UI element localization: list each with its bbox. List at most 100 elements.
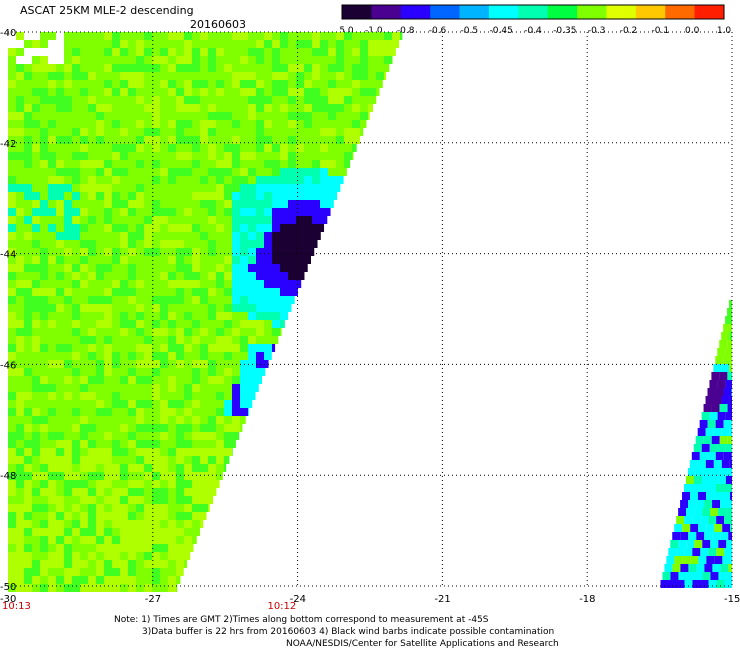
wind-cell bbox=[32, 40, 40, 48]
wind-cell bbox=[24, 312, 32, 320]
wind-cell bbox=[280, 144, 288, 152]
wind-cell bbox=[80, 208, 88, 216]
wind-cell bbox=[88, 576, 96, 584]
wind-cell bbox=[48, 112, 56, 120]
wind-cell bbox=[280, 200, 288, 208]
wind-cell bbox=[120, 552, 128, 560]
wind-cell bbox=[248, 200, 256, 208]
wind-cell bbox=[64, 320, 72, 328]
wind-cell bbox=[344, 136, 352, 144]
wind-cell bbox=[72, 104, 80, 112]
wind-cell bbox=[128, 192, 136, 200]
wind-cell bbox=[16, 368, 24, 376]
wind-cell bbox=[88, 240, 96, 248]
wind-cell bbox=[713, 396, 722, 404]
wind-cell bbox=[272, 88, 280, 96]
wind-cell bbox=[56, 568, 64, 576]
wind-cell bbox=[144, 536, 152, 544]
wind-cell bbox=[232, 136, 240, 144]
wind-cell bbox=[72, 120, 80, 128]
wind-cell bbox=[168, 96, 176, 104]
wind-cell bbox=[208, 232, 216, 240]
wind-cell bbox=[120, 504, 128, 512]
wind-cell bbox=[184, 72, 192, 80]
wind-cell bbox=[104, 416, 112, 424]
wind-cell bbox=[88, 432, 96, 440]
wind-cell bbox=[32, 400, 40, 408]
wind-cell bbox=[680, 500, 689, 508]
wind-cell bbox=[712, 532, 721, 540]
wind-cell bbox=[24, 544, 32, 552]
wind-cell bbox=[8, 232, 16, 240]
wind-cell bbox=[328, 64, 336, 72]
wind-cell bbox=[128, 48, 136, 56]
wind-cell bbox=[24, 392, 32, 400]
wind-cell bbox=[40, 368, 48, 376]
wind-cell bbox=[16, 320, 24, 328]
wind-cell bbox=[40, 440, 48, 448]
wind-cell bbox=[184, 376, 192, 384]
wind-cell bbox=[112, 144, 120, 152]
wind-cell bbox=[8, 48, 16, 56]
wind-cell bbox=[272, 272, 280, 280]
wind-cell bbox=[144, 192, 152, 200]
wind-cell bbox=[16, 248, 24, 256]
wind-cell bbox=[96, 72, 104, 80]
wind-cell bbox=[192, 88, 200, 96]
wind-cell bbox=[224, 400, 232, 408]
wind-cell bbox=[80, 176, 88, 184]
wind-cell bbox=[160, 424, 168, 432]
wind-cell bbox=[216, 160, 224, 168]
wind-cell bbox=[336, 104, 344, 112]
wind-cell bbox=[136, 512, 144, 520]
wind-cell bbox=[272, 224, 280, 232]
wind-cell bbox=[16, 80, 24, 88]
wind-cell bbox=[112, 456, 120, 464]
wind-cell bbox=[128, 224, 136, 232]
wind-cell bbox=[32, 392, 40, 400]
wind-cell bbox=[727, 404, 732, 412]
wind-cell bbox=[72, 200, 80, 208]
wind-cell bbox=[136, 576, 144, 584]
wind-cell bbox=[56, 200, 64, 208]
wind-cell bbox=[96, 96, 104, 104]
wind-cell bbox=[136, 136, 144, 144]
wind-cell bbox=[64, 408, 72, 416]
wind-cell bbox=[16, 480, 24, 488]
wind-cell bbox=[232, 40, 240, 48]
wind-cell bbox=[676, 580, 685, 588]
wind-cell bbox=[40, 520, 48, 528]
wind-cell bbox=[48, 96, 56, 104]
wind-cell bbox=[176, 32, 184, 40]
wind-cell bbox=[88, 176, 96, 184]
wind-cell bbox=[668, 548, 677, 556]
wind-cell bbox=[64, 264, 72, 272]
wind-cell bbox=[80, 416, 88, 424]
wind-cell bbox=[112, 520, 120, 528]
wind-cell bbox=[56, 528, 64, 536]
wind-cell bbox=[176, 424, 184, 432]
wind-cell bbox=[160, 544, 168, 552]
wind-cell bbox=[144, 184, 152, 192]
wind-cell bbox=[216, 208, 224, 216]
wind-cell bbox=[72, 184, 80, 192]
wind-cell bbox=[216, 224, 224, 232]
wind-cell bbox=[72, 560, 80, 568]
wind-cell bbox=[240, 128, 248, 136]
wind-cell bbox=[288, 48, 296, 56]
wind-cell bbox=[280, 192, 288, 200]
wind-cell bbox=[80, 240, 88, 248]
wind-cell bbox=[144, 280, 152, 288]
wind-cell bbox=[296, 240, 304, 248]
wind-cell bbox=[280, 152, 288, 160]
wind-cell bbox=[72, 48, 80, 56]
wind-cell bbox=[224, 264, 232, 272]
wind-cell bbox=[128, 144, 136, 152]
wind-cell bbox=[112, 208, 120, 216]
wind-cell bbox=[120, 528, 128, 536]
wind-cell bbox=[208, 496, 214, 504]
wind-cell bbox=[16, 224, 24, 232]
wind-cell bbox=[32, 552, 40, 560]
wind-cell bbox=[288, 176, 296, 184]
wind-cell bbox=[128, 304, 136, 312]
